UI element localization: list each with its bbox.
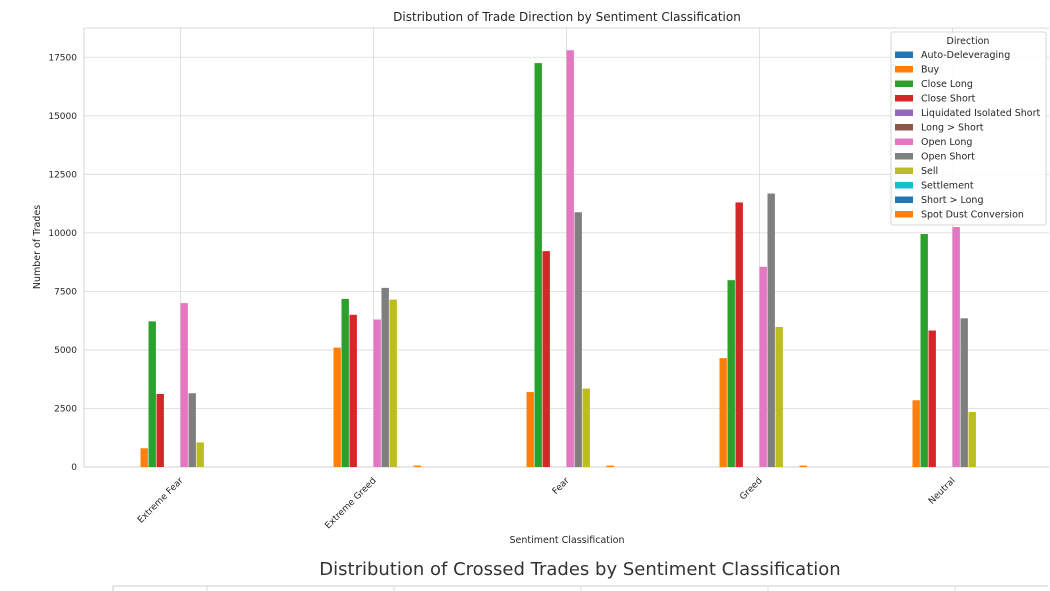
y-tick-label: 7500 <box>54 287 77 297</box>
legend-swatch <box>895 167 913 174</box>
legend-item-label: Open Short <box>921 152 975 163</box>
legend-item-label: Spot Dust Conversion <box>921 210 1024 221</box>
legend-swatch <box>895 95 913 102</box>
second-chart-title: Distribution of Crossed Trades by Sentim… <box>319 559 841 580</box>
x-tick-label: Extreme Greed <box>323 476 378 531</box>
legend-item-label: Long > Short <box>921 123 984 134</box>
bar <box>180 303 188 467</box>
legend-item-label: Close Short <box>921 94 976 105</box>
x-tick-label: Extreme Fear <box>136 476 186 526</box>
y-tick-label: 5000 <box>54 346 77 356</box>
bar <box>968 411 976 467</box>
y-tick-label: 15000 <box>48 112 77 122</box>
bar <box>140 448 148 467</box>
bar <box>373 319 381 467</box>
chart-title: Distribution of Trade Direction by Senti… <box>393 10 741 24</box>
bar <box>574 212 582 467</box>
legend-item-label: Short > Long <box>921 195 983 206</box>
bar <box>759 266 767 467</box>
x-tick-label: Fear <box>551 476 572 497</box>
bar <box>196 442 204 467</box>
x-tick-label: Neutral <box>927 476 958 507</box>
bar <box>542 251 550 467</box>
bar <box>381 287 389 467</box>
bar <box>912 400 920 467</box>
legend-item-label: Open Long <box>921 137 972 148</box>
y-tick-label: 0 <box>71 463 77 473</box>
legend-item-label: Sell <box>921 166 938 177</box>
y-axis-label: Number of Trades <box>32 205 43 289</box>
legend-swatch <box>895 153 913 160</box>
bar <box>341 298 349 467</box>
legend-item-label: Liquidated Isolated Short <box>921 108 1041 119</box>
legend-swatch <box>895 138 913 145</box>
bar <box>735 202 743 468</box>
legend-swatch <box>895 182 913 189</box>
bar <box>333 347 341 467</box>
legend-swatch <box>895 124 913 131</box>
legend-swatch <box>895 211 913 218</box>
bar <box>349 314 357 467</box>
bar <box>582 388 590 467</box>
bar <box>566 50 574 467</box>
legend-item-label: Settlement <box>921 181 974 192</box>
bar <box>413 465 421 467</box>
bar <box>534 63 542 468</box>
bar <box>920 234 928 467</box>
y-tick-label: 17500 <box>48 53 77 63</box>
x-tick-label: Greed <box>738 476 764 502</box>
bars <box>140 50 976 468</box>
x-axis-label: Sentiment Classification <box>510 535 625 546</box>
bar <box>960 318 968 467</box>
bar <box>719 358 727 467</box>
legend-swatch <box>895 109 913 116</box>
second-chart-frame <box>112 585 1048 591</box>
y-tick-label: 12500 <box>48 170 77 180</box>
legend-swatch <box>895 80 913 87</box>
bar <box>148 321 156 467</box>
bar <box>775 326 783 467</box>
bar <box>767 193 775 467</box>
bar <box>389 299 397 467</box>
legend: Direction Auto-Deleveraging Buy Close Long… <box>890 31 1047 226</box>
bar <box>526 392 534 467</box>
bar <box>606 465 614 467</box>
bar <box>952 227 960 467</box>
bar <box>188 393 196 467</box>
bar <box>928 330 936 467</box>
bar <box>799 465 807 467</box>
legend-swatch <box>895 66 913 73</box>
legend-item-label: Close Long <box>921 79 973 90</box>
legend-item-label: Buy <box>921 65 940 76</box>
legend-title: Direction <box>947 36 990 47</box>
y-tick-label: 10000 <box>48 229 77 239</box>
y-tick-label: 2500 <box>54 404 77 414</box>
bar <box>156 393 164 467</box>
legend-swatch <box>895 196 913 203</box>
legend-box <box>890 31 1047 226</box>
legend-swatch <box>895 51 913 58</box>
legend-item-label: Auto-Deleveraging <box>921 50 1010 61</box>
bar <box>727 280 735 467</box>
